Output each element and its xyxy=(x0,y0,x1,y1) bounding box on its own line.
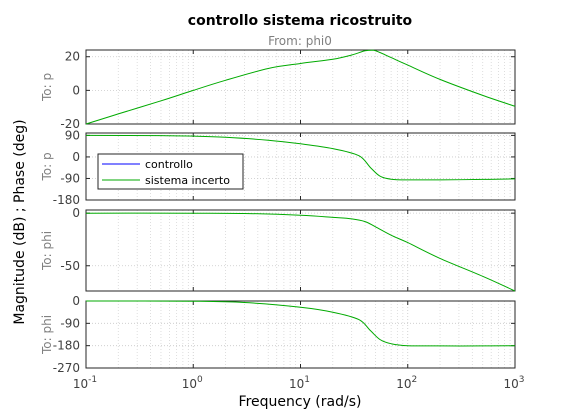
y-tick-label: 90 xyxy=(65,128,80,142)
x-tick-label: 101 xyxy=(289,375,310,391)
y-tick-label: -270 xyxy=(53,361,80,375)
series-line-4 xyxy=(85,300,516,347)
y-tick-label: -20 xyxy=(60,117,80,131)
y-tick-label: 0 xyxy=(72,294,80,308)
row-label: To: phi xyxy=(40,315,54,355)
x-tick-label: 100 xyxy=(182,375,203,391)
x-axis-label: Frequency (rad/s) xyxy=(239,394,362,410)
y-tick-label: -90 xyxy=(60,171,80,185)
x-tick-label: 102 xyxy=(396,375,417,391)
y-tick-label: 20 xyxy=(65,50,80,64)
panel-3: 0 -50 To: phi xyxy=(40,206,516,292)
series-line-3 xyxy=(85,212,516,292)
panels: 20 0 -20 To: p 90 0 -90 -180 To: p 0 -50 To: phi 0 -9… xyxy=(40,49,516,375)
series-line-1 xyxy=(85,49,516,125)
y-tick-label: -180 xyxy=(53,193,80,207)
row-label: To: phi xyxy=(40,231,54,271)
legend-label-2: sistema incerto xyxy=(145,174,230,187)
series-line-2 xyxy=(85,134,516,181)
chart-title: controllo sistema ricostruito xyxy=(188,13,413,29)
panel-4: 0 -90 -180 -270 To: phi xyxy=(40,294,516,375)
y-tick-label: 0 xyxy=(72,206,80,220)
panel-1: 20 0 -20 To: p xyxy=(40,49,516,131)
y-tick-label: 0 xyxy=(72,83,80,97)
y-tick-label: -180 xyxy=(53,339,80,353)
x-tick-label: 10-1 xyxy=(73,375,97,391)
y-tick-label: 0 xyxy=(72,150,80,164)
legend-box xyxy=(97,153,244,190)
y-tick-label: -50 xyxy=(60,259,80,273)
x-tick-labels: 10-1 100 101 102 103 xyxy=(73,375,525,391)
row-label: To: p xyxy=(40,152,54,181)
legend-label-1: controllo xyxy=(145,158,193,171)
row-label: To: p xyxy=(40,73,54,102)
chart-subtitle: From: phi0 xyxy=(268,34,332,48)
legend: controllo sistema incerto xyxy=(97,153,244,190)
y-axis-label: Magnitude (dB) ; Phase (deg) xyxy=(12,119,28,324)
y-tick-label: -90 xyxy=(60,316,80,330)
x-tick-label: 103 xyxy=(503,375,524,391)
